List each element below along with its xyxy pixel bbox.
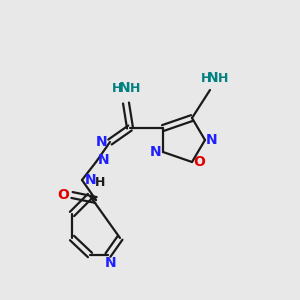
Text: O: O [193, 155, 205, 169]
Text: N: N [96, 135, 108, 149]
Text: N: N [98, 153, 110, 167]
Text: N: N [105, 256, 117, 270]
Text: H: H [218, 71, 228, 85]
Text: H: H [130, 82, 140, 94]
Text: N: N [207, 71, 219, 85]
Text: N: N [119, 81, 131, 95]
Text: H: H [95, 176, 105, 188]
Text: O: O [57, 188, 69, 202]
Text: H: H [201, 71, 211, 85]
Text: H: H [112, 82, 122, 94]
Text: N: N [206, 133, 218, 147]
Text: N: N [150, 145, 162, 159]
Text: N: N [85, 173, 97, 187]
